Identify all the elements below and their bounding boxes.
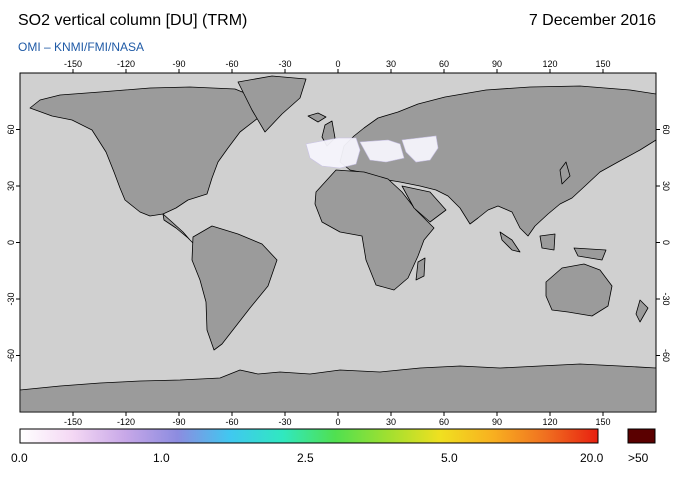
coverage-swath-west [305, 137, 361, 169]
colorbar-label-2: 2.5 [297, 451, 314, 465]
colorbar-overflow-swatch [627, 428, 656, 444]
lat-label-left: 30 [6, 181, 16, 191]
lon-label-top: -90 [172, 59, 185, 69]
lon-label-bottom: 0 [335, 417, 340, 427]
latitude-ticks-right: 60 30 0 -30 -60 [656, 124, 671, 362]
colorbar-overflow-label: >50 [628, 451, 649, 465]
antarctica [19, 363, 657, 413]
sumatra [499, 231, 521, 253]
colorbar-label-4: 20.0 [580, 451, 604, 465]
borneo [539, 233, 556, 251]
lon-label-top: 30 [386, 59, 396, 69]
colorbar-label-0: 0.0 [11, 451, 28, 465]
arabia [401, 185, 447, 223]
lon-label-bottom: -150 [64, 417, 82, 427]
lon-label-bottom: 60 [439, 417, 449, 427]
lat-label-right: 60 [661, 124, 671, 134]
lon-label-top: -120 [117, 59, 135, 69]
lon-label-top: 0 [335, 59, 340, 69]
lat-label-left: -30 [6, 292, 16, 305]
lon-label-bottom: -60 [225, 417, 238, 427]
coverage-swath-center [359, 139, 405, 163]
coverage-swath-east [401, 135, 439, 163]
so2-data-coverage [305, 135, 439, 169]
lat-label-left: -60 [6, 349, 16, 362]
lat-label-left: 0 [6, 240, 16, 245]
colorbar-label-1: 1.0 [153, 451, 170, 465]
longitude-ticks-bottom: -150 -120 -90 -60 -30 0 30 60 90 120 150 [64, 412, 611, 427]
lon-label-top: 90 [492, 59, 502, 69]
latitude-ticks-left: 60 30 0 -30 -60 [6, 124, 20, 362]
madagascar [415, 257, 426, 281]
lon-label-top: -60 [225, 59, 238, 69]
lon-label-top: -150 [64, 59, 82, 69]
north-america [29, 86, 263, 217]
africa [314, 169, 435, 291]
greenland [237, 75, 307, 133]
lon-label-top: 150 [595, 59, 610, 69]
lat-label-right: -60 [661, 349, 671, 362]
lon-label-bottom: 90 [492, 417, 502, 427]
lon-label-bottom: 120 [542, 417, 557, 427]
lon-label-bottom: 30 [386, 417, 396, 427]
colorbar-label-3: 5.0 [441, 451, 458, 465]
colorbar [19, 428, 599, 444]
iceland [307, 112, 327, 123]
lat-label-right: 30 [661, 181, 671, 191]
lon-label-bottom: -90 [172, 417, 185, 427]
lon-label-bottom: -120 [117, 417, 135, 427]
lon-label-top: 120 [542, 59, 557, 69]
land-masses [19, 75, 657, 413]
lat-label-right: -30 [661, 292, 671, 305]
eurasia [339, 85, 657, 237]
lon-label-top: -30 [278, 59, 291, 69]
south-america [191, 225, 278, 351]
australia [545, 263, 613, 317]
new-zealand [635, 299, 649, 323]
data-source: OMI – KNMI/FMI/NASA [18, 40, 145, 54]
lat-label-left: 60 [6, 124, 16, 134]
lon-label-top: 60 [439, 59, 449, 69]
japan [559, 161, 571, 185]
lon-label-bottom: -30 [278, 417, 291, 427]
new-guinea [573, 247, 607, 261]
map-date: 7 December 2016 [528, 12, 656, 29]
lat-label-right: 0 [661, 240, 671, 245]
map-title: SO2 vertical column [DU] (TRM) [18, 12, 248, 29]
longitude-ticks-top: -150 -120 -90 -60 -30 0 30 60 90 120 150 [64, 59, 611, 73]
lon-label-bottom: 150 [595, 417, 610, 427]
